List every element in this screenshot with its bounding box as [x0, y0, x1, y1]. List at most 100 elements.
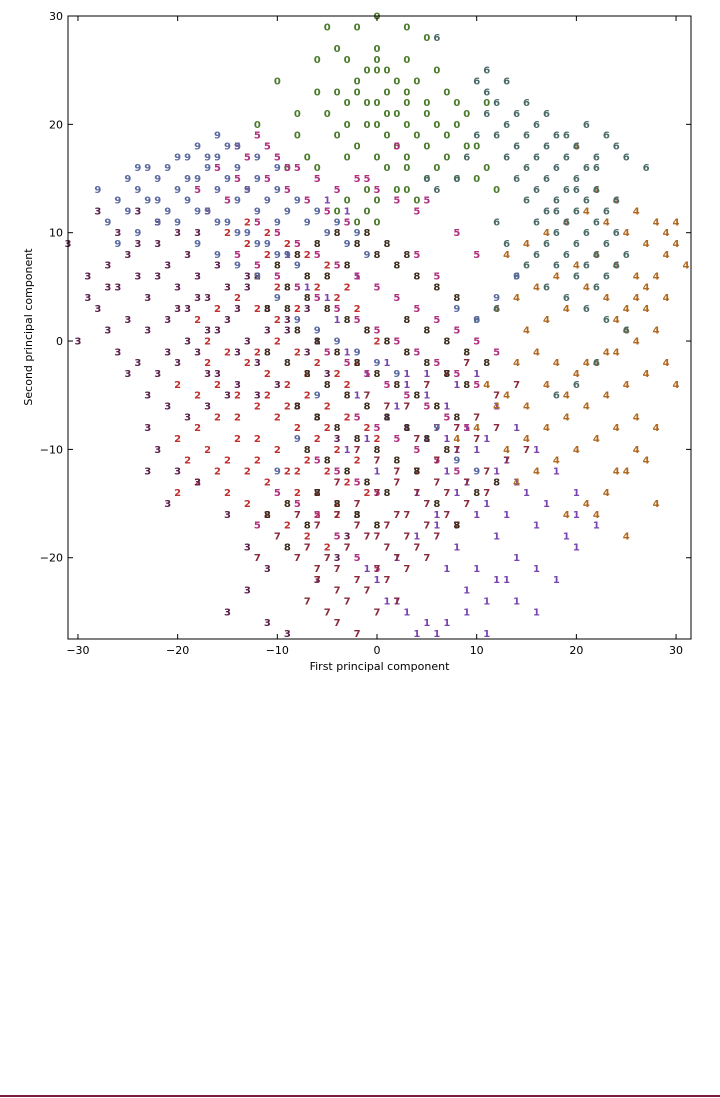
- point-digit-0: 0: [334, 87, 341, 98]
- point-digit-7: 7: [374, 607, 381, 618]
- point-digit-3: 3: [214, 369, 221, 380]
- point-digit-1: 1: [453, 488, 460, 499]
- point-digit-7: 7: [334, 477, 341, 488]
- point-digit-3: 3: [154, 217, 161, 228]
- point-digit-8: 8: [264, 347, 271, 358]
- point-digit-5: 5: [423, 196, 430, 207]
- point-digit-8: 8: [393, 261, 400, 272]
- point-digit-3: 3: [84, 272, 91, 283]
- point-digit-8: 8: [384, 239, 391, 250]
- point-digit-8: 8: [294, 250, 301, 261]
- point-digit-7: 7: [344, 542, 351, 553]
- point-digit-5: 5: [344, 358, 351, 369]
- point-digit-4: 4: [483, 380, 490, 391]
- point-digit-0: 0: [324, 22, 331, 33]
- point-digit-1: 1: [374, 467, 381, 478]
- point-digit-2: 2: [194, 391, 201, 402]
- point-digit-3: 3: [104, 326, 111, 337]
- point-digit-1: 1: [573, 488, 580, 499]
- point-digit-8: 8: [294, 326, 301, 337]
- point-digit-7: 7: [513, 380, 520, 391]
- point-digit-6: 6: [523, 261, 530, 272]
- point-digit-6: 6: [623, 250, 630, 261]
- point-digit-8: 8: [364, 326, 371, 337]
- point-digit-7: 7: [493, 423, 500, 434]
- point-digit-0: 0: [374, 98, 381, 109]
- point-digit-3: 3: [184, 412, 191, 423]
- point-digit-9: 9: [184, 152, 191, 163]
- point-digit-3: 3: [254, 358, 261, 369]
- point-digit-8: 8: [284, 499, 291, 510]
- point-digit-5: 5: [274, 228, 281, 239]
- point-digit-4: 4: [593, 434, 600, 445]
- point-digit-6: 6: [433, 185, 440, 196]
- point-digit-3: 3: [204, 402, 211, 413]
- point-digit-4: 4: [613, 467, 620, 478]
- point-digit-3: 3: [254, 391, 261, 402]
- point-digit-3: 3: [75, 337, 82, 348]
- point-digit-8: 8: [364, 402, 371, 413]
- point-digit-9: 9: [184, 174, 191, 185]
- point-digit-7: 7: [274, 532, 281, 543]
- point-digit-6: 6: [623, 152, 630, 163]
- point-digit-4: 4: [523, 326, 530, 337]
- point-digit-4: 4: [513, 358, 520, 369]
- point-digit-3: 3: [94, 304, 101, 315]
- point-digit-2: 2: [274, 337, 281, 348]
- point-digit-6: 6: [603, 315, 610, 326]
- point-digit-5: 5: [254, 521, 261, 532]
- point-digit-0: 0: [374, 66, 381, 77]
- point-digit-2: 2: [324, 402, 331, 413]
- point-digit-1: 1: [433, 629, 440, 640]
- point-digit-1: 1: [443, 564, 450, 575]
- point-digit-1: 1: [483, 629, 490, 640]
- point-digit-1: 1: [384, 358, 391, 369]
- point-digit-7: 7: [493, 391, 500, 402]
- point-digit-3: 3: [144, 293, 151, 304]
- point-digit-5: 5: [374, 326, 381, 337]
- point-digit-6: 6: [583, 163, 590, 174]
- point-digit-5: 5: [284, 185, 291, 196]
- point-digit-8: 8: [433, 499, 440, 510]
- point-digit-2: 2: [274, 445, 281, 456]
- point-digit-3: 3: [194, 293, 201, 304]
- point-digit-0: 0: [324, 109, 331, 120]
- point-digit-9: 9: [453, 456, 460, 467]
- point-digit-3: 3: [274, 380, 281, 391]
- point-digit-1: 1: [443, 467, 450, 478]
- point-digit-5: 5: [294, 282, 301, 293]
- point-digit-6: 6: [503, 152, 510, 163]
- point-digit-8: 8: [364, 477, 371, 488]
- point-digit-7: 7: [334, 564, 341, 575]
- point-digit-0: 0: [344, 196, 351, 207]
- point-digit-3: 3: [114, 347, 121, 358]
- point-digit-1: 1: [374, 575, 381, 586]
- point-digit-4: 4: [623, 467, 630, 478]
- point-digit-0: 0: [374, 217, 381, 228]
- point-digit-5: 5: [234, 174, 241, 185]
- point-digit-7: 7: [364, 532, 371, 543]
- point-digit-6: 6: [513, 174, 520, 185]
- point-digit-6: 6: [603, 239, 610, 250]
- point-digit-4: 4: [613, 315, 620, 326]
- point-digit-2: 2: [254, 347, 261, 358]
- point-digit-7: 7: [433, 532, 440, 543]
- point-digit-8: 8: [443, 445, 450, 456]
- point-digit-5: 5: [314, 510, 321, 521]
- point-digit-6: 6: [583, 228, 590, 239]
- point-digit-6: 6: [553, 196, 560, 207]
- point-digit-7: 7: [354, 445, 361, 456]
- point-digit-1: 1: [473, 510, 480, 521]
- point-digit-3: 3: [304, 304, 311, 315]
- point-digit-7: 7: [473, 434, 480, 445]
- point-digit-1: 1: [473, 564, 480, 575]
- point-digit-0: 0: [384, 131, 391, 142]
- point-digit-4: 4: [583, 358, 590, 369]
- point-digit-0: 0: [344, 120, 351, 131]
- point-digit-3: 3: [154, 272, 161, 283]
- point-digit-4: 4: [623, 304, 630, 315]
- point-digit-9: 9: [144, 196, 151, 207]
- point-digit-4: 4: [603, 391, 610, 402]
- point-digit-4: 4: [623, 380, 630, 391]
- point-digit-3: 3: [134, 239, 141, 250]
